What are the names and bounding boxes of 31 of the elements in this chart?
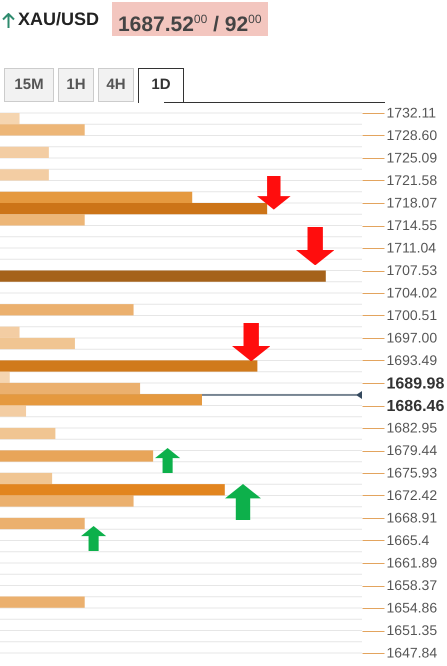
y-tick-label: 1711.04 xyxy=(386,240,436,256)
chart-subtitle: 1687.52$^{00}$ / 92$^{00}$ xyxy=(112,2,268,36)
text: 15M xyxy=(4,68,54,102)
y-tick-label: 1682.95 xyxy=(386,420,438,436)
y-tick-label: 1693.49 xyxy=(386,352,438,368)
y-tick-label: 1661.89 xyxy=(386,554,438,570)
y-tick-label: 1686.46 xyxy=(386,398,444,416)
y-tick-label: 1725.09 xyxy=(386,149,438,166)
y-tick-label: 1679.44 xyxy=(386,442,438,458)
text: 4H xyxy=(98,68,134,102)
y-tick-label: 1689.98 xyxy=(386,375,444,392)
y-tick-label: 1700.51 xyxy=(386,306,438,323)
y-tick-label: 1654.86 xyxy=(386,600,438,616)
y-tick-label: 1665.4 xyxy=(386,532,430,548)
y-tick-label: 1697.00 xyxy=(386,329,438,346)
y-tick-label: 1721.58 xyxy=(386,172,438,188)
y-tick-label: 1728.60 xyxy=(386,126,438,143)
y-tick-label: 1672.42 xyxy=(386,486,438,503)
y-tick-label: 1704.02 xyxy=(386,284,438,300)
y-tick-label: 1707.53 xyxy=(386,262,438,278)
y-tick-label: 1714.55 xyxy=(386,217,438,234)
y-tick-label: 1651.35 xyxy=(386,622,438,638)
y-tick-label: 1658.37 xyxy=(386,577,438,594)
chart-title: XAU/USD xyxy=(18,9,100,30)
y-tick-label: 1668.91 xyxy=(386,509,438,526)
y-tick-label: 1647.84 xyxy=(386,644,438,660)
y-tick-label: 1732.11 xyxy=(386,104,436,120)
y-tick-label: 1718.07 xyxy=(386,194,438,210)
y-tick-label: 1675.93 xyxy=(386,464,438,480)
text: 1D xyxy=(138,68,184,103)
text: 1H xyxy=(58,68,94,102)
